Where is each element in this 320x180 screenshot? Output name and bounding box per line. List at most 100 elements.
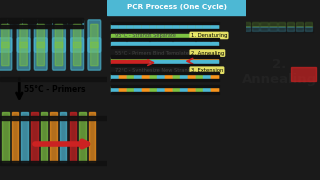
Bar bbox=[142, 42, 149, 46]
Bar bbox=[142, 60, 149, 64]
Bar bbox=[172, 57, 180, 62]
Text: 3. Extension: 3. Extension bbox=[191, 68, 223, 73]
Bar bbox=[75, 19, 82, 22]
Bar bbox=[22, 19, 29, 22]
FancyBboxPatch shape bbox=[2, 24, 9, 48]
Bar bbox=[180, 88, 188, 92]
Bar bbox=[203, 25, 211, 30]
Bar bbox=[165, 34, 172, 39]
Bar bbox=[111, 74, 119, 78]
Bar bbox=[127, 60, 134, 64]
Bar bbox=[203, 60, 211, 64]
Bar bbox=[150, 24, 157, 28]
Bar bbox=[180, 60, 188, 64]
Text: 1. Denaturing: 1. Denaturing bbox=[191, 33, 227, 38]
Bar bbox=[196, 34, 203, 39]
Bar bbox=[203, 74, 211, 78]
Bar bbox=[134, 75, 141, 80]
Bar bbox=[0, 161, 107, 165]
Bar bbox=[45, 19, 52, 22]
Bar bbox=[119, 74, 126, 78]
Bar bbox=[119, 86, 126, 91]
FancyBboxPatch shape bbox=[71, 38, 84, 70]
Bar bbox=[188, 88, 195, 92]
Bar bbox=[75, 19, 82, 22]
Bar bbox=[111, 60, 119, 64]
Bar bbox=[134, 24, 141, 28]
Bar bbox=[203, 88, 211, 92]
Bar bbox=[243, 22, 313, 25]
Bar bbox=[165, 42, 172, 46]
Bar bbox=[134, 60, 141, 64]
Bar bbox=[111, 85, 219, 87]
Bar bbox=[150, 88, 157, 92]
FancyBboxPatch shape bbox=[37, 24, 44, 48]
Bar bbox=[111, 75, 119, 80]
Bar bbox=[172, 88, 180, 92]
Bar bbox=[188, 86, 195, 91]
Bar bbox=[172, 86, 180, 91]
Bar bbox=[165, 75, 172, 80]
Bar bbox=[22, 19, 29, 22]
Bar bbox=[111, 34, 119, 39]
Bar bbox=[157, 60, 164, 64]
Bar bbox=[111, 29, 219, 31]
Bar bbox=[30, 19, 36, 22]
Bar bbox=[180, 34, 188, 39]
Bar bbox=[127, 74, 134, 78]
Bar bbox=[196, 25, 203, 30]
Bar bbox=[150, 86, 157, 91]
Bar bbox=[127, 24, 134, 28]
Bar bbox=[107, 0, 246, 15]
Bar bbox=[60, 19, 67, 22]
Bar bbox=[0, 25, 83, 28]
Bar bbox=[111, 25, 119, 30]
Bar bbox=[134, 57, 141, 62]
Bar bbox=[172, 60, 180, 64]
Bar bbox=[211, 25, 218, 30]
Bar bbox=[21, 112, 28, 162]
Bar bbox=[165, 86, 172, 91]
Bar bbox=[127, 75, 134, 80]
Bar bbox=[134, 34, 141, 39]
Bar bbox=[0, 18, 83, 22]
Bar bbox=[150, 34, 157, 39]
Bar bbox=[70, 112, 76, 162]
Bar bbox=[211, 88, 218, 92]
Bar bbox=[157, 57, 164, 62]
Bar bbox=[127, 57, 134, 62]
Bar bbox=[89, 112, 95, 162]
FancyBboxPatch shape bbox=[71, 20, 84, 52]
Bar bbox=[15, 19, 21, 22]
Bar bbox=[157, 42, 164, 46]
Bar bbox=[134, 88, 141, 92]
Bar bbox=[127, 34, 134, 39]
Bar bbox=[157, 88, 164, 92]
Bar bbox=[52, 23, 59, 27]
Bar bbox=[22, 23, 29, 27]
Bar bbox=[0, 77, 107, 81]
FancyBboxPatch shape bbox=[20, 24, 27, 48]
Text: 72°C - Synthesize New Strand: 72°C - Synthesize New Strand bbox=[115, 68, 191, 73]
Bar bbox=[157, 34, 164, 39]
Bar bbox=[127, 25, 134, 30]
Bar bbox=[0, 19, 6, 22]
Bar bbox=[142, 86, 149, 91]
Bar bbox=[7, 23, 14, 27]
FancyBboxPatch shape bbox=[52, 38, 65, 70]
Bar bbox=[111, 64, 219, 66]
FancyBboxPatch shape bbox=[0, 38, 12, 70]
Bar bbox=[211, 60, 218, 64]
Bar bbox=[7, 19, 14, 22]
FancyBboxPatch shape bbox=[17, 20, 30, 52]
Bar bbox=[7, 19, 14, 22]
Bar bbox=[188, 24, 195, 28]
FancyBboxPatch shape bbox=[91, 42, 98, 66]
Bar bbox=[188, 34, 195, 39]
FancyBboxPatch shape bbox=[34, 38, 47, 70]
Bar bbox=[188, 42, 195, 46]
Bar bbox=[134, 74, 141, 78]
Bar bbox=[252, 22, 259, 26]
Bar bbox=[31, 112, 37, 162]
Bar bbox=[0, 19, 6, 22]
